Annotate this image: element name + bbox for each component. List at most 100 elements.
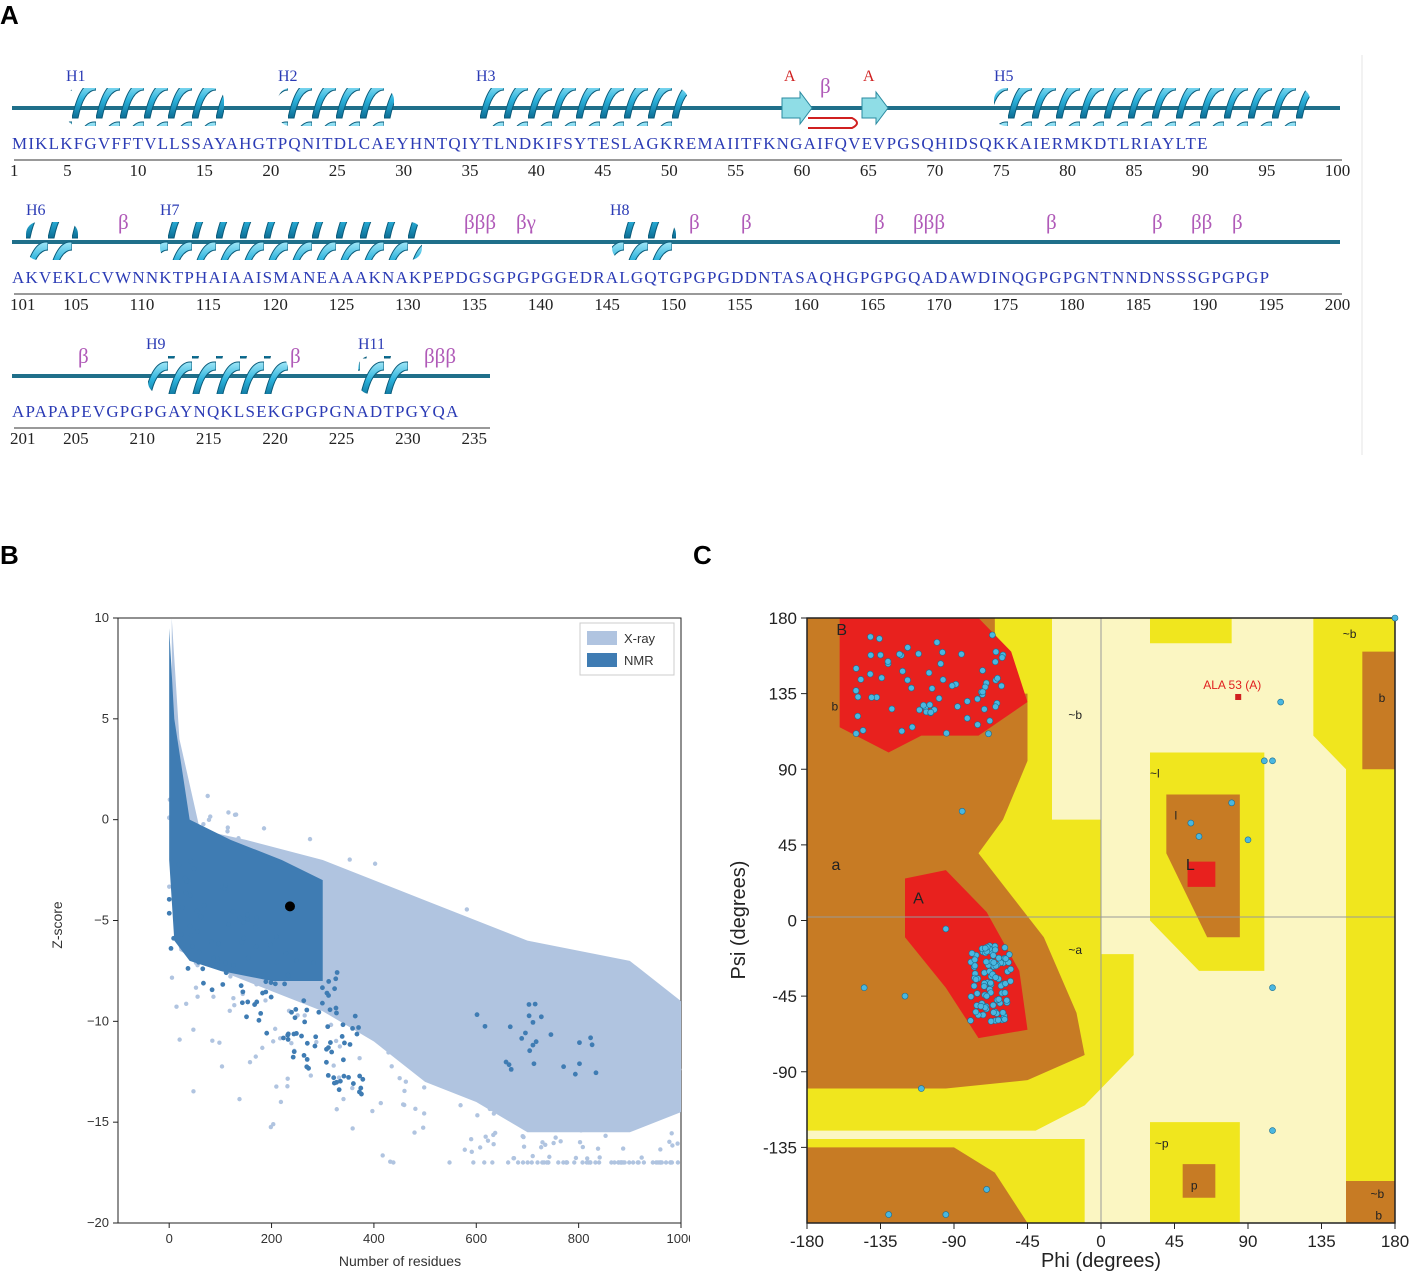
- xray-point: [655, 1081, 661, 1086]
- xray-point: [454, 1015, 459, 1020]
- xray-point: [650, 1160, 656, 1165]
- xray-point: [395, 985, 400, 990]
- xray-point: [563, 1160, 569, 1165]
- xray-point: [317, 981, 323, 987]
- residue-point: [983, 1186, 990, 1193]
- xray-point: [420, 1125, 426, 1130]
- xray-point: [278, 1099, 284, 1105]
- residue-point: [904, 676, 911, 684]
- xray-point: [260, 1045, 265, 1051]
- helix-h3: [478, 88, 688, 126]
- nmr-point: [254, 915, 260, 921]
- xray-point: [515, 1160, 521, 1165]
- x-tick-label: 600: [465, 1231, 487, 1246]
- xray-point: [337, 1044, 343, 1049]
- xray-point: [481, 1093, 486, 1099]
- xray-point: [495, 987, 501, 992]
- residue-point: [992, 703, 999, 711]
- helix-label-h8: H8: [610, 202, 630, 219]
- nmr-point: [230, 909, 236, 915]
- xray-point: [580, 1144, 586, 1150]
- nmr-point: [294, 1031, 299, 1036]
- nmr-point: [237, 915, 243, 921]
- xray-point: [639, 1113, 644, 1118]
- residue-point: [857, 676, 865, 683]
- strand-arrow-1: [781, 90, 813, 126]
- nmr-point: [332, 986, 338, 992]
- nmr-point: [290, 1054, 296, 1060]
- tick-label: 200: [1324, 295, 1351, 314]
- nmr-point: [274, 959, 280, 965]
- xray-point: [462, 1147, 467, 1152]
- panel-a-graphics: [12, 55, 1363, 455]
- xray-point: [577, 1140, 583, 1145]
- xray-point: [225, 829, 230, 834]
- y-tick-label: −15: [87, 1114, 109, 1129]
- nmr-point: [268, 994, 274, 1000]
- residue-point: [867, 651, 875, 659]
- residue-point: [989, 1001, 997, 1009]
- nmr-point: [360, 1076, 366, 1082]
- tick-label: 70: [926, 161, 944, 180]
- nmr-point: [323, 1059, 329, 1065]
- xray-point: [420, 928, 425, 934]
- residue-point: [876, 635, 883, 642]
- xray-point: [514, 956, 520, 961]
- residue-point: [989, 952, 997, 959]
- xray-point: [406, 1027, 411, 1033]
- xray-point: [440, 908, 446, 914]
- nmr-point: [241, 920, 246, 925]
- xray-point: [622, 1086, 628, 1091]
- tick-label: 140: [527, 295, 554, 314]
- xray-point: [226, 810, 231, 815]
- xray-point: [551, 1140, 556, 1146]
- nmr-point: [532, 1001, 538, 1007]
- beta-turn: βββ: [424, 344, 457, 368]
- residue-point: [943, 729, 950, 737]
- xray-point: [237, 1096, 242, 1102]
- xray-point: [648, 1076, 653, 1082]
- nmr-point: [577, 1040, 582, 1046]
- xray-point: [520, 1040, 526, 1046]
- xray-point: [374, 936, 379, 941]
- xray-point: [430, 1076, 435, 1081]
- xray-point: [647, 1089, 652, 1094]
- beta-turn: β: [290, 344, 301, 368]
- nmr-point: [357, 1073, 363, 1079]
- xray-point: [543, 1077, 548, 1082]
- tick-label: 100: [1324, 161, 1351, 180]
- panel-c-ramachandran-plot: Bb a A ~b ~a ~l l L ~p p ~b b ~b b -180 -135 -90 -45 0 45 9…: [728, 609, 1409, 1272]
- xray-point: [420, 1004, 425, 1009]
- xray-point: [538, 963, 544, 968]
- tick-label: 110: [129, 295, 155, 314]
- residue-point: [1277, 698, 1284, 706]
- nmr-point: [302, 1019, 308, 1025]
- helix-h1: [66, 88, 224, 126]
- xray-point: [616, 1160, 622, 1165]
- nmr-point: [474, 1012, 480, 1018]
- core-region: [839, 618, 1028, 753]
- x-tick-label: -45: [1015, 1232, 1040, 1251]
- tick-label: 235: [461, 429, 488, 448]
- residue-point: [1391, 614, 1399, 622]
- xray-point: [593, 1160, 598, 1165]
- residue-point: [979, 667, 986, 674]
- nmr-point: [304, 1040, 310, 1046]
- region-label: b: [1379, 691, 1386, 705]
- residue-point: [970, 982, 978, 990]
- xray-point: [468, 1136, 474, 1142]
- nmr-point: [285, 1032, 291, 1038]
- helix-h5: [994, 88, 1310, 126]
- xray-point: [263, 998, 268, 1003]
- residue-point: [908, 684, 915, 692]
- xray-point: [585, 1156, 590, 1161]
- nmr-point: [208, 939, 214, 945]
- region-label: ~b: [1068, 708, 1082, 722]
- tick-label: 50: [660, 161, 678, 180]
- nmr-point: [519, 1035, 525, 1041]
- tick-label: 195: [1258, 295, 1284, 314]
- tick-label: 175: [992, 295, 1019, 314]
- xray-point: [247, 1059, 253, 1065]
- tick-label: 80: [1059, 161, 1077, 180]
- xray-point: [274, 1084, 279, 1089]
